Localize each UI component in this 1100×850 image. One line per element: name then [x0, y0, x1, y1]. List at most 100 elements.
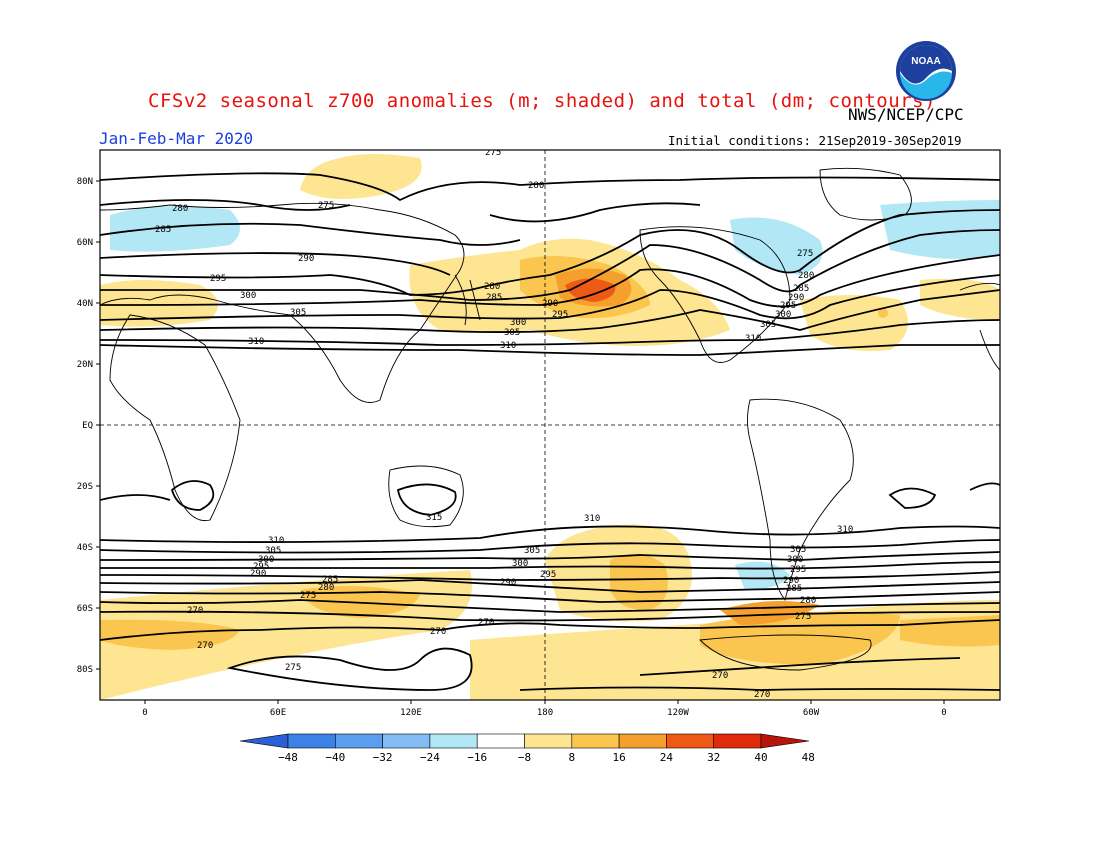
contour-label: 285 — [322, 575, 338, 585]
map-panel: 275 280 275 280 285 290 295 300 305 310 … — [100, 148, 1000, 700]
lon-axis: 0 60E 120E 180 120W 60W 0 — [142, 700, 947, 718]
contour-label: 285 — [793, 284, 809, 294]
contour-label: 280 — [484, 282, 500, 292]
lon-label: 180 — [537, 708, 553, 718]
contour-label: 305 — [524, 546, 540, 556]
color-bar: −48 −40 −32 −24 −16 −8 8 16 24 32 40 48 — [239, 733, 815, 764]
contour-label: 300 — [787, 555, 803, 565]
colorbar-tick-label: −24 — [420, 751, 440, 764]
contour-label: 305 — [790, 545, 806, 555]
colorbar-tick-label: 24 — [660, 751, 674, 764]
contour-label: 300 — [775, 310, 791, 320]
contour-label: 270 — [712, 671, 728, 681]
colorbar-tick-label: −16 — [467, 751, 487, 764]
logo-text: NOAA — [911, 56, 940, 67]
contour-label: 270 — [430, 627, 446, 637]
colorbar-swatch — [287, 733, 336, 749]
colorbar-swatch — [334, 733, 383, 749]
colorbar-max-arrow — [760, 733, 810, 749]
noaa-logo: NOAA — [896, 41, 956, 101]
contour-label: 295 — [210, 274, 226, 284]
lat-label: 60S — [77, 604, 93, 614]
contour-label: 310 — [248, 337, 264, 347]
lat-label: 40S — [77, 543, 93, 553]
contour-label: 270 — [754, 690, 770, 700]
forecast-period: Jan-Feb-Mar 2020 — [99, 129, 254, 148]
contour-label: 310 — [500, 341, 516, 351]
contour-label: 280 — [800, 596, 816, 606]
colorbar-tick-label: −48 — [278, 751, 298, 764]
colorbar-swatch — [618, 733, 667, 749]
contour-label: 290 — [298, 254, 314, 264]
contour-label: 290 — [783, 576, 799, 586]
contour-label: 295 — [552, 310, 568, 320]
contour-label: 295 — [780, 301, 796, 311]
contour-label: 300 — [512, 559, 528, 569]
contour-label: 290 — [500, 578, 516, 588]
lon-label: 0 — [941, 708, 946, 718]
contour-label: 285 — [786, 584, 802, 594]
contour-label: 295 — [790, 565, 806, 575]
lon-label: 120W — [667, 708, 689, 718]
colorbar-tick-label: 16 — [612, 751, 625, 764]
lat-label: 20N — [77, 360, 93, 370]
colorbar-swatch — [382, 733, 431, 749]
contour-label: 290 — [542, 299, 558, 309]
contour-label: 305 — [760, 320, 776, 330]
colorbar-tick-label: −40 — [325, 751, 345, 764]
contour-label: 310 — [745, 334, 761, 344]
contour-label: 305 — [504, 328, 520, 338]
contour-label: 275 — [300, 591, 316, 601]
contour-label: 270 — [197, 641, 213, 651]
contour-label: 275 — [485, 148, 501, 158]
colorbar-tick-label: 32 — [707, 751, 720, 764]
lat-label: EQ — [82, 421, 93, 431]
contour-label: 280 — [318, 583, 334, 593]
colorbar-tick-label: −32 — [373, 751, 393, 764]
height-contours — [100, 172, 1000, 691]
contour-label: 305 — [265, 546, 281, 556]
colorbar-swatch — [666, 733, 715, 749]
contour-label: 275 — [318, 201, 334, 211]
contour-label: 310 — [268, 536, 284, 546]
contour-label: 275 — [285, 663, 301, 673]
contour-label: 275 — [795, 612, 811, 622]
organization-label: NWS/NCEP/CPC — [848, 105, 964, 124]
contour-label: 285 — [486, 293, 502, 303]
lat-label: 80S — [77, 665, 93, 675]
contour-label: 310 — [837, 525, 853, 535]
contour-label: 275 — [797, 249, 813, 259]
contour-label: 280 — [528, 181, 544, 191]
lat-label: 80N — [77, 177, 93, 187]
colorbar-min-arrow — [239, 733, 289, 749]
colorbar-tick-label: 8 — [568, 751, 575, 764]
lat-axis: 80N 60N 40N 20N EQ 20S 40S 60S 80S — [77, 177, 100, 675]
coastlines — [100, 167, 1000, 671]
contour-label: 280 — [798, 271, 814, 281]
contour-labels: 275 280 275 280 285 290 295 300 305 310 … — [155, 148, 853, 700]
contour-label: 310 — [584, 514, 600, 524]
lon-label: 120E — [400, 708, 422, 718]
contour-label: 300 — [510, 318, 526, 328]
colorbar-swatch — [476, 733, 525, 749]
colorbar-swatch — [429, 733, 478, 749]
contour-label: 290 — [788, 293, 804, 303]
contour-label: 285 — [155, 225, 171, 235]
lon-label: 60W — [803, 708, 820, 718]
colorbar-swatch — [571, 733, 620, 749]
map-title: CFSv2 seasonal z700 anomalies (m; shaded… — [148, 90, 936, 112]
contour-label: 300 — [258, 555, 274, 565]
grid-lines — [100, 150, 1000, 700]
lon-label: 0 — [142, 708, 147, 718]
contour-label: 295 — [540, 570, 556, 580]
contour-label: 315 — [426, 513, 442, 523]
colorbar-swatch — [713, 733, 762, 749]
contour-label: 300 — [240, 291, 256, 301]
contour-label: 270 — [187, 606, 203, 616]
lat-label: 20S — [77, 482, 93, 492]
initial-conditions: Initial conditions: 21Sep2019-30Sep2019 — [668, 133, 962, 148]
colorbar-swatch — [524, 733, 573, 749]
contour-label: 290 — [250, 569, 266, 579]
colorbar-tick-label: −8 — [518, 751, 531, 764]
